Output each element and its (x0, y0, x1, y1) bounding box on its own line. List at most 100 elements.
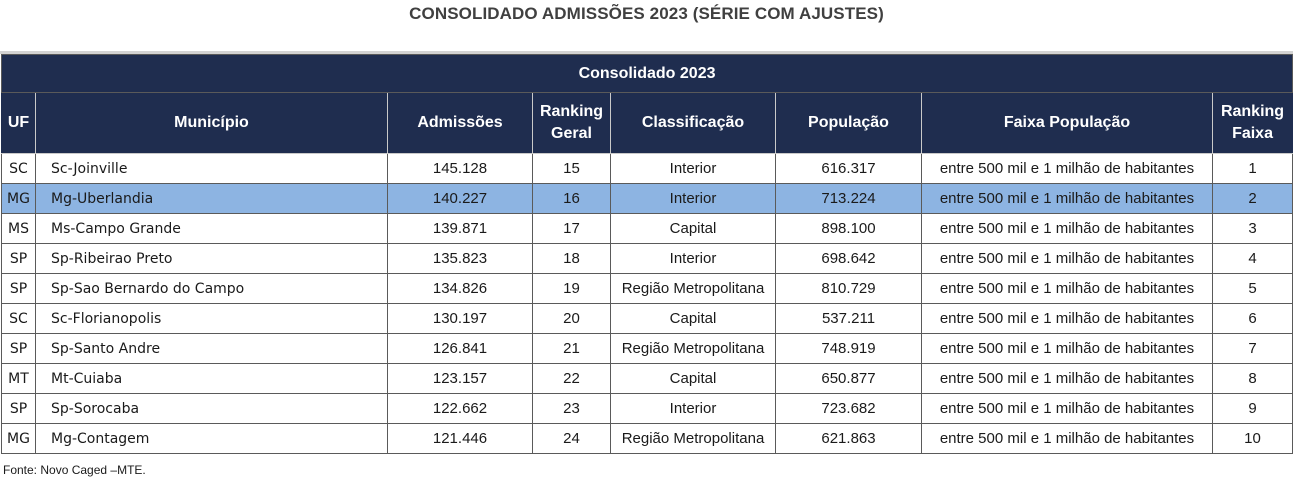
cell-populacao: 810.729 (775, 273, 922, 304)
table-band-title: Consolidado 2023 (0, 54, 1293, 93)
table-row: SP Sp-Ribeirao Preto 135.823 18 Interior 698.… (1, 243, 1293, 274)
cell-municipio: Mt-Cuiaba (35, 363, 388, 394)
cell-ranking-geral: 17 (532, 213, 611, 244)
cell-classificacao: Capital (610, 363, 776, 394)
cell-municipio: Sp-Santo Andre (35, 333, 388, 364)
table-row: SP Sp-Santo Andre 126.841 21 Região Metropol… (1, 333, 1293, 364)
cell-populacao: 621.863 (775, 423, 922, 454)
table-row: SP Sp-Sorocaba 122.662 23 Interior 723.682 ent… (1, 393, 1293, 424)
table-body: SC Sc-Joinville 145.128 15 Interior 616.317 en… (1, 153, 1293, 454)
table-row: SC Sc-Florianopolis 130.197 20 Capital 537.21… (1, 303, 1293, 334)
cell-populacao: 537.211 (775, 303, 922, 334)
cell-faixa-populacao: entre 500 mil e 1 milhão de habitantes (921, 333, 1213, 364)
cell-admissoes: 126.841 (387, 333, 533, 364)
cell-admissoes: 134.826 (387, 273, 533, 304)
column-header-municipio: Município (35, 92, 388, 154)
page-title: CONSOLIDADO ADMISSÕES 2023 (SÉRIE COM AJ… (409, 4, 884, 23)
cell-populacao: 748.919 (775, 333, 922, 364)
cell-faixa-populacao: entre 500 mil e 1 milhão de habitantes (921, 423, 1213, 454)
cell-classificacao: Capital (610, 213, 776, 244)
ranking-faixa-line-2: Faixa (1232, 125, 1273, 142)
cell-ranking-geral: 18 (532, 243, 611, 274)
cell-admissoes: 135.823 (387, 243, 533, 274)
column-header-admissoes: Admissões (387, 92, 533, 154)
cell-ranking-faixa: 6 (1211, 303, 1293, 334)
table-row: MG Mg-Contagem 121.446 24 Região Metropolita… (1, 423, 1293, 454)
ranking-geral-line-2: Geral (551, 125, 592, 142)
cell-populacao: 698.642 (775, 243, 922, 274)
cell-municipio: Sp-Sao Bernardo do Campo (35, 273, 388, 304)
table-row: SC Sc-Joinville 145.128 15 Interior 616.317 en… (1, 153, 1293, 184)
cell-uf: SP (1, 393, 36, 424)
cell-classificacao: Interior (610, 393, 776, 424)
cell-admissoes: 130.197 (387, 303, 533, 334)
column-header-classificacao: Classificação (610, 92, 776, 154)
cell-populacao: 713.224 (775, 183, 922, 214)
cell-municipio: Sp-Ribeirao Preto (35, 243, 388, 274)
cell-faixa-populacao: entre 500 mil e 1 milhão de habitantes (921, 213, 1213, 244)
cell-uf: SC (1, 153, 36, 184)
cell-uf: MG (1, 423, 36, 454)
cell-classificacao: Região Metropolitana (610, 423, 776, 454)
cell-classificacao: Região Metropolitana (610, 333, 776, 364)
cell-classificacao: Região Metropolitana (610, 273, 776, 304)
column-header-ranking-geral: Ranking Geral (532, 92, 611, 154)
cell-ranking-faixa: 9 (1211, 393, 1293, 424)
cell-ranking-faixa: 5 (1211, 273, 1293, 304)
cell-ranking-faixa: 10 (1211, 423, 1293, 454)
cell-uf: SP (1, 243, 36, 274)
cell-faixa-populacao: entre 500 mil e 1 milhão de habitantes (921, 183, 1213, 214)
cell-ranking-geral: 20 (532, 303, 611, 334)
cell-uf: MT (1, 363, 36, 394)
cell-populacao: 898.100 (775, 213, 922, 244)
cell-faixa-populacao: entre 500 mil e 1 milhão de habitantes (921, 363, 1213, 394)
cell-admissoes: 145.128 (387, 153, 533, 184)
cell-municipio: Sc-Joinville (35, 153, 388, 184)
cell-ranking-geral: 22 (532, 363, 611, 394)
ranking-geral-line-1: Ranking (539, 103, 604, 120)
source-note: Fonte: Novo Caged –MTE. (3, 463, 146, 477)
cell-ranking-faixa: 7 (1211, 333, 1293, 364)
cell-municipio: Sc-Florianopolis (35, 303, 388, 334)
table-row: MG Mg-Uberlandia 140.227 16 Interior 713.224 e… (1, 183, 1293, 214)
cell-ranking-geral: 23 (532, 393, 611, 424)
cell-ranking-faixa: 1 (1211, 153, 1293, 184)
cell-municipio: Sp-Sorocaba (35, 393, 388, 424)
cell-uf: SP (1, 333, 36, 364)
cell-faixa-populacao: entre 500 mil e 1 milhão de habitantes (921, 273, 1213, 304)
cell-uf: MS (1, 213, 36, 244)
cell-municipio: Mg-Contagem (35, 423, 388, 454)
cell-admissoes: 140.227 (387, 183, 533, 214)
cell-uf: MG (1, 183, 36, 214)
cell-populacao: 650.877 (775, 363, 922, 394)
column-header-populacao: População (775, 92, 922, 154)
table-row: MT Mt-Cuiaba 123.157 22 Capital 650.877 entre … (1, 363, 1293, 394)
cell-municipio: Ms-Campo Grande (35, 213, 388, 244)
cell-ranking-faixa: 2 (1211, 183, 1293, 214)
column-header-ranking-faixa: Ranking Faixa (1211, 92, 1293, 154)
cell-ranking-faixa: 4 (1211, 243, 1293, 274)
cell-classificacao: Capital (610, 303, 776, 334)
table-row: MS Ms-Campo Grande 139.871 17 Capital 898.100… (1, 213, 1293, 244)
table-row: SP Sp-Sao Bernardo do Campo 134.826 19 Regiã… (1, 273, 1293, 304)
cell-faixa-populacao: entre 500 mil e 1 milhão de habitantes (921, 393, 1213, 424)
column-header-faixa-populacao: Faixa População (921, 92, 1213, 154)
cell-classificacao: Interior (610, 243, 776, 274)
cell-ranking-geral: 19 (532, 273, 611, 304)
divider (0, 51, 1293, 54)
cell-faixa-populacao: entre 500 mil e 1 milhão de habitantes (921, 243, 1213, 274)
cell-ranking-geral: 24 (532, 423, 611, 454)
cell-ranking-geral: 21 (532, 333, 611, 364)
admissions-table: Consolidado 2023 UF Município Admissões … (0, 54, 1293, 454)
cell-admissoes: 139.871 (387, 213, 533, 244)
cell-admissoes: 122.662 (387, 393, 533, 424)
cell-classificacao: Interior (610, 153, 776, 184)
cell-ranking-geral: 16 (532, 183, 611, 214)
cell-faixa-populacao: entre 500 mil e 1 milhão de habitantes (921, 153, 1213, 184)
column-header-uf: UF (1, 92, 36, 154)
cell-admissoes: 123.157 (387, 363, 533, 394)
cell-classificacao: Interior (610, 183, 776, 214)
cell-populacao: 616.317 (775, 153, 922, 184)
cell-admissoes: 121.446 (387, 423, 533, 454)
cell-ranking-faixa: 3 (1211, 213, 1293, 244)
